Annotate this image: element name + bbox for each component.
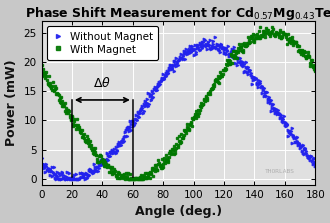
With Magnet <box>188 124 192 126</box>
Title: Phase Shift Measurement for Cd$_{0.57}$Mg$_{0.43}$Te: Phase Shift Measurement for Cd$_{0.57}$M… <box>25 5 330 22</box>
With Magnet <box>123 178 127 180</box>
Without Magnet <box>213 35 217 38</box>
With Magnet <box>172 152 176 155</box>
With Magnet <box>308 65 312 68</box>
Without Magnet <box>265 91 269 93</box>
Without Magnet <box>170 67 174 70</box>
Without Magnet <box>54 178 58 180</box>
With Magnet <box>170 147 174 150</box>
With Magnet <box>203 99 207 102</box>
Without Magnet <box>203 38 207 41</box>
Without Magnet <box>188 45 192 48</box>
With Magnet <box>40 64 44 66</box>
Without Magnet <box>172 69 176 72</box>
Y-axis label: Power (mW): Power (mW) <box>5 60 18 146</box>
With Magnet <box>265 28 269 31</box>
Without Magnet <box>40 157 44 159</box>
Line: With Magnet: With Magnet <box>40 25 316 180</box>
With Magnet <box>313 70 317 72</box>
Legend: Without Magnet, With Magnet: Without Magnet, With Magnet <box>47 26 158 60</box>
With Magnet <box>258 25 262 28</box>
Line: Without Magnet: Without Magnet <box>40 35 316 180</box>
X-axis label: Angle (deg.): Angle (deg.) <box>135 205 222 218</box>
Text: $\Delta\theta$: $\Delta\theta$ <box>93 76 111 90</box>
Without Magnet <box>308 155 312 158</box>
Text: THORLABS: THORLABS <box>265 169 295 174</box>
Without Magnet <box>313 161 317 164</box>
